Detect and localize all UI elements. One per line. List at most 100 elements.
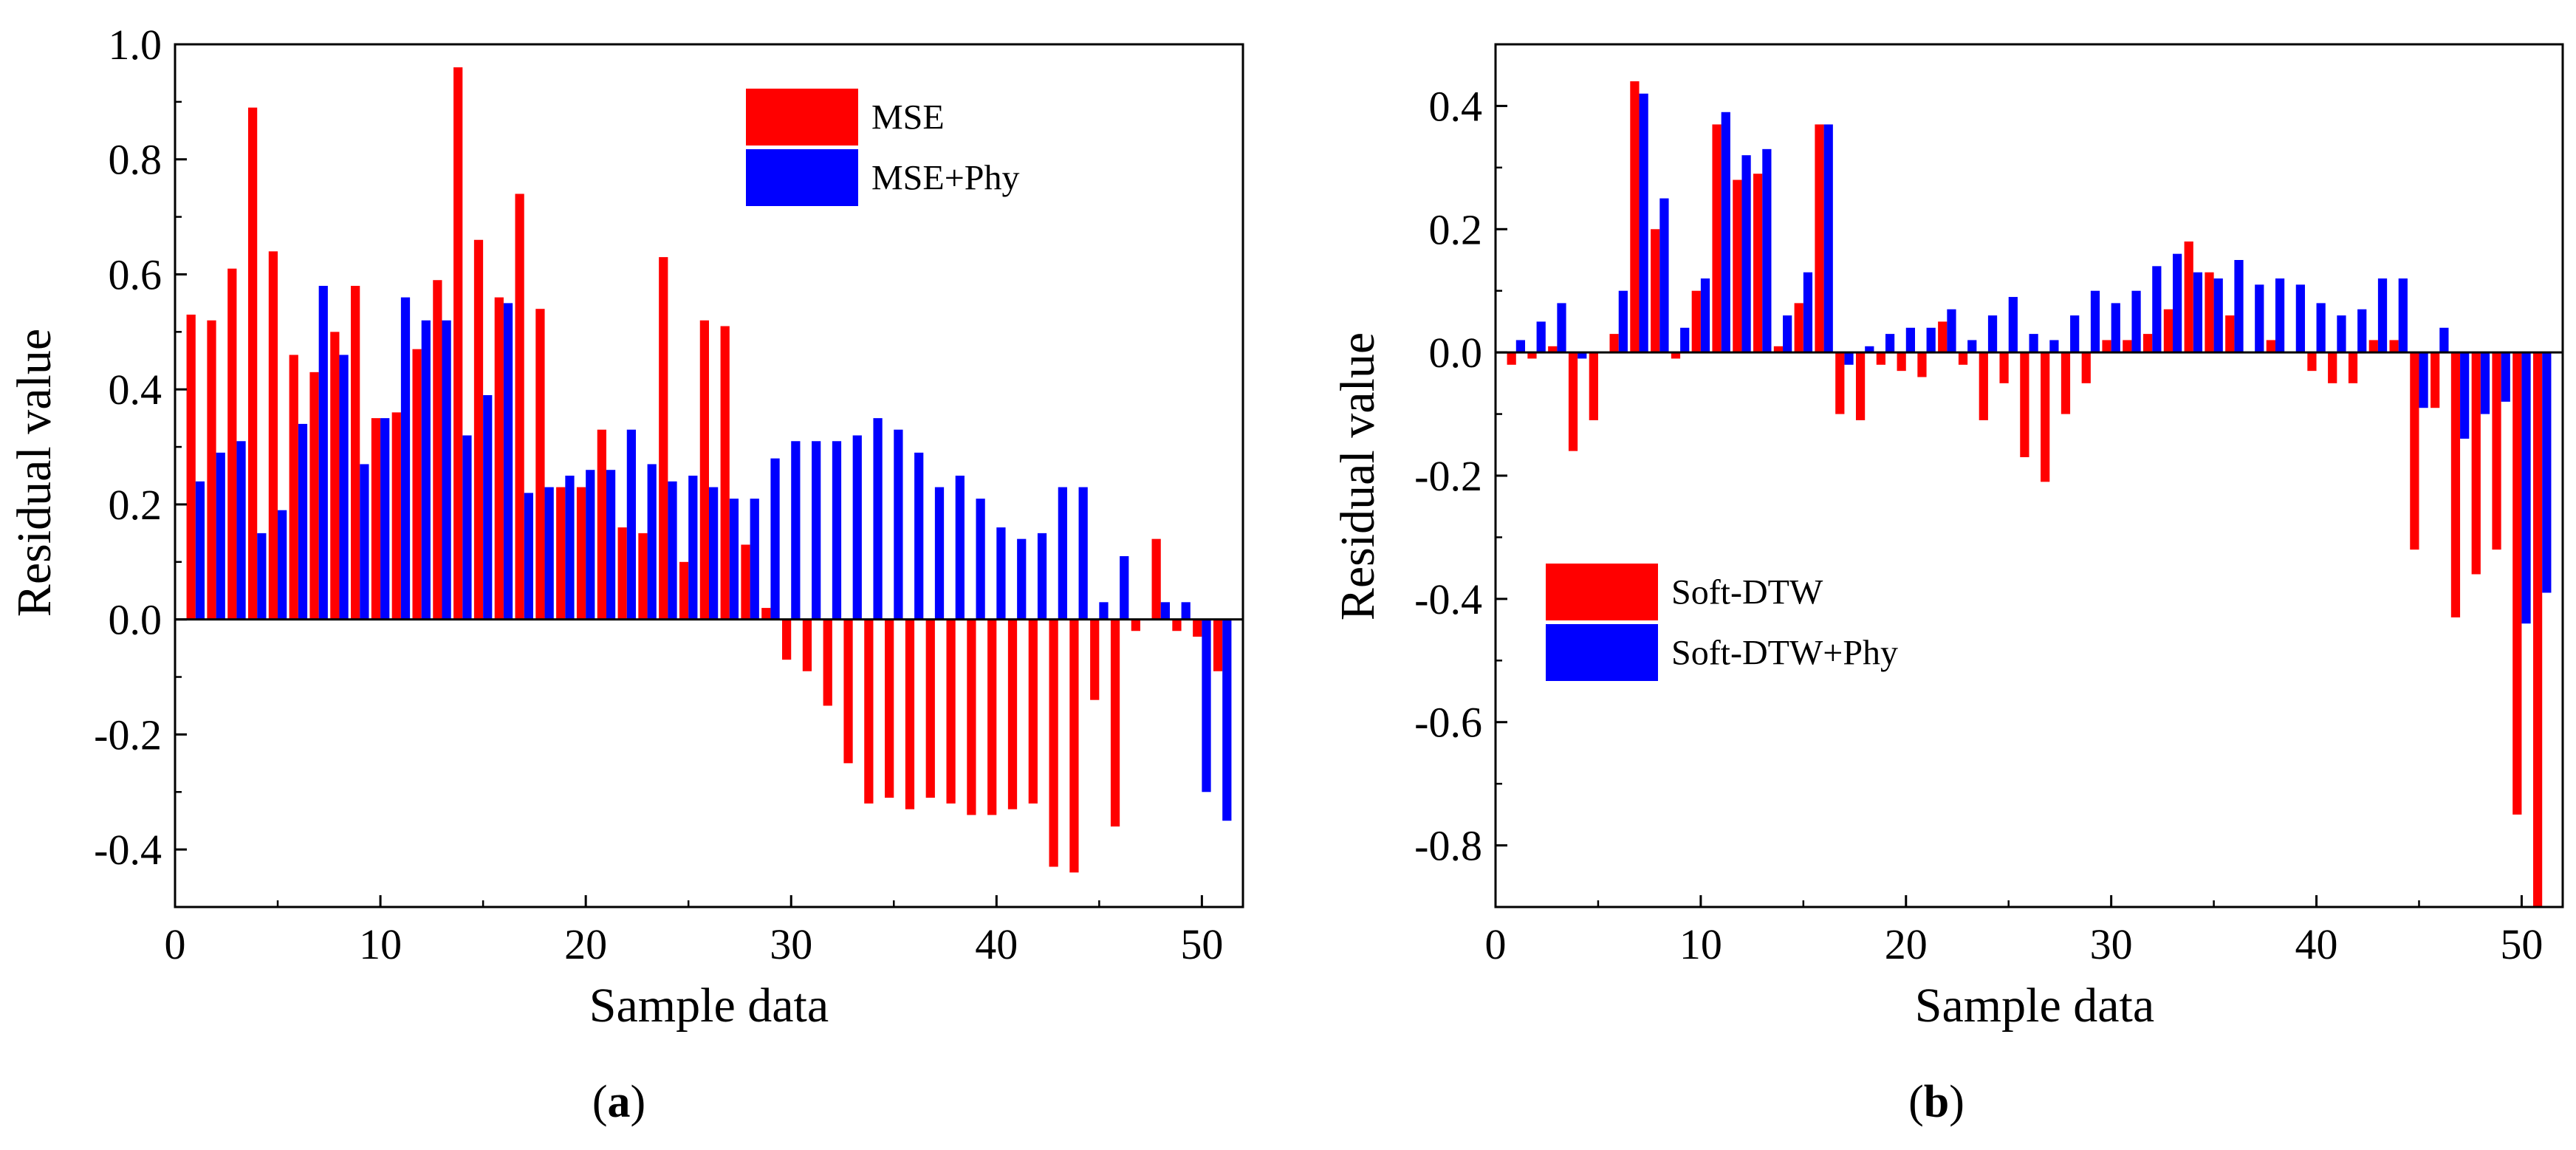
bars-group [186, 67, 1232, 873]
bars-group [1507, 81, 2552, 907]
series-1-bar [2061, 352, 2071, 414]
x-tick-label: 10 [359, 920, 402, 968]
series-2-bar [1557, 303, 1566, 353]
series-2-bar [791, 441, 801, 620]
y-tick-label: 0.0 [109, 596, 162, 644]
series-1-bar [679, 561, 689, 620]
series-1-bar [515, 194, 524, 620]
y-tick-label: -0.4 [1414, 575, 1482, 623]
series-1-bar [1527, 352, 1537, 359]
series-2-bar [2111, 303, 2120, 353]
series-2-bar [2131, 290, 2141, 353]
x-tick-label: 30 [2090, 920, 2133, 968]
series-2-bar [257, 533, 267, 620]
series-1-bar [1794, 303, 1803, 353]
plot-frame [1494, 43, 2564, 908]
series-2-bar [2029, 334, 2038, 353]
series-2-bar [1639, 93, 1648, 353]
series-2-bar [770, 458, 780, 620]
series-1-bar [761, 608, 771, 620]
series-2-bar [1721, 112, 1730, 353]
series-2-bar [668, 481, 677, 620]
series-1-bar [1855, 352, 1866, 420]
series-2-bar [462, 435, 472, 620]
series-1-bar [1958, 352, 1968, 365]
series-1-bar [2163, 309, 2174, 353]
series-1-bar [1917, 352, 1927, 377]
legend-label: MSE+Phy [871, 159, 1019, 198]
series-2-bar [1222, 619, 1232, 821]
series-2-bar [339, 355, 349, 620]
series-2-bar [2193, 272, 2203, 353]
x-axis-title: Sample data [1915, 979, 2154, 1033]
series-1-bar [843, 619, 853, 764]
series-2-bar [1017, 538, 1027, 620]
series-1-bar [1876, 352, 1885, 365]
series-1-bar [987, 619, 997, 815]
series-1-bar [2184, 241, 2193, 353]
y-tick-label: 0.8 [109, 136, 162, 184]
series-2-bar [2337, 315, 2346, 353]
legend-label: Soft-DTW+Phy [1671, 634, 1898, 673]
series-1-bar [2368, 340, 2378, 353]
series-2-bar [626, 429, 637, 620]
series-1-bar [248, 107, 258, 620]
series-2-bar [2070, 315, 2080, 353]
series-2-bar [503, 303, 513, 620]
series-1-bar [1938, 321, 1948, 353]
series-1-bar [1630, 81, 1640, 353]
series-2-bar [934, 487, 945, 620]
y-tick-label: 0.2 [1429, 205, 1483, 253]
series-2-bar [586, 470, 595, 620]
series-1-bar [1193, 619, 1202, 637]
x-axis-title: Sample data [589, 979, 829, 1033]
series-2-bar [318, 286, 328, 620]
series-1-bar [1671, 352, 1681, 359]
series-1-bar [1090, 619, 1100, 700]
series-1-bar [2266, 340, 2275, 353]
series-1-bar [2081, 352, 2091, 383]
series-2-bar [236, 441, 246, 620]
x-tick-label: 40 [975, 920, 1018, 968]
series-1-bar [1028, 619, 1038, 804]
series-2-bar [2542, 352, 2552, 593]
series-2-bar [1037, 533, 1047, 620]
x-tick-label: 40 [2295, 920, 2338, 968]
series-2-bar [1741, 155, 1751, 353]
series-1-bar [351, 286, 360, 620]
x-tick-label: 30 [770, 920, 812, 968]
series-1-bar [925, 619, 935, 798]
series-1-bar [330, 332, 340, 620]
series-1-bar [1651, 229, 1660, 353]
series-1-bar [473, 239, 484, 620]
series-2-bar [1160, 602, 1171, 620]
series-1-bar [1753, 174, 1763, 353]
series-2-bar [2008, 297, 2018, 353]
series-1-bar [1131, 619, 1140, 632]
series-1-bar [1815, 124, 1824, 353]
series-2-bar [688, 476, 698, 620]
series-2-bar [1578, 352, 1587, 359]
series-1-bar [2348, 352, 2358, 383]
panel-caption: (a) [592, 1077, 645, 1127]
series-2-bar [1120, 556, 1129, 620]
series-1-bar [2020, 352, 2029, 457]
y-tick-label: -0.6 [1414, 699, 1482, 747]
y-tick-label: 0.6 [109, 250, 162, 298]
legend-swatch [1546, 624, 1658, 681]
series-2-bar [750, 499, 759, 620]
panel-a: 0 10 20 30 40 50 -0.4 -0.2 0.0 0.2 0.4 0.6 0.8 1.0 Sam… [7, 21, 1244, 1127]
series-1-bar [659, 257, 668, 620]
y-tick-label: 0.4 [1429, 82, 1483, 130]
series-1-bar [1049, 619, 1058, 867]
series-1-bar [1151, 538, 1161, 620]
series-1-bar [433, 280, 442, 620]
series-2-bar [2213, 278, 2223, 353]
y-tick-label: 0.2 [109, 481, 162, 529]
series-1-bar [617, 527, 627, 620]
series-2-bar [524, 493, 533, 620]
y-tick-label: -0.8 [1414, 822, 1482, 870]
series-1-bar [1979, 352, 1988, 420]
series-1-bar [597, 429, 606, 620]
